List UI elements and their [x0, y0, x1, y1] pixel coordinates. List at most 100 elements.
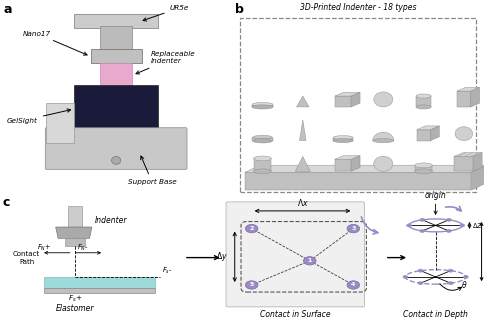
Text: $\Delta Z$: $\Delta Z$: [472, 221, 483, 230]
Bar: [44, 277, 155, 288]
Text: 1: 1: [307, 258, 312, 263]
Bar: [46, 103, 75, 143]
Polygon shape: [454, 153, 482, 156]
Circle shape: [418, 269, 423, 272]
Text: GelSight: GelSight: [7, 109, 71, 124]
Bar: [335, 96, 351, 107]
Bar: [100, 26, 133, 50]
Circle shape: [111, 156, 121, 164]
Text: Contact in Depth: Contact in Depth: [403, 310, 468, 319]
Bar: [68, 206, 82, 227]
Ellipse shape: [416, 105, 431, 109]
Text: 5: 5: [249, 282, 254, 288]
Bar: [416, 96, 431, 107]
Ellipse shape: [333, 138, 353, 143]
Bar: [335, 159, 351, 171]
Polygon shape: [351, 156, 360, 171]
Text: $F_s$-: $F_s$-: [162, 266, 173, 276]
Text: Path: Path: [19, 260, 34, 265]
Text: origin: origin: [425, 191, 446, 200]
Circle shape: [455, 127, 473, 141]
Text: $\Lambda x$: $\Lambda x$: [297, 197, 308, 208]
Text: Nano17: Nano17: [23, 31, 87, 55]
Polygon shape: [373, 132, 394, 141]
Ellipse shape: [415, 169, 432, 174]
Circle shape: [463, 275, 469, 279]
Text: c: c: [2, 196, 10, 209]
Polygon shape: [431, 126, 439, 141]
Polygon shape: [65, 238, 85, 246]
Ellipse shape: [373, 138, 394, 143]
Polygon shape: [295, 156, 310, 171]
Ellipse shape: [416, 94, 431, 98]
Text: b: b: [235, 3, 244, 16]
Circle shape: [460, 224, 465, 227]
Circle shape: [374, 92, 393, 107]
Bar: [270, 137, 272, 141]
Text: 2: 2: [249, 226, 254, 231]
Circle shape: [448, 269, 453, 272]
Text: $\Delta y$: $\Delta y$: [216, 250, 227, 263]
Bar: [44, 288, 155, 293]
Bar: [454, 156, 473, 171]
Ellipse shape: [415, 163, 432, 168]
Bar: [252, 105, 273, 107]
Circle shape: [374, 156, 393, 171]
Text: Contact in Surface: Contact in Surface: [260, 310, 331, 319]
Ellipse shape: [254, 156, 272, 161]
Circle shape: [418, 281, 423, 285]
Ellipse shape: [333, 136, 353, 140]
Text: $F_s$+: $F_s$+: [68, 294, 82, 304]
Ellipse shape: [254, 169, 272, 174]
Bar: [415, 166, 432, 171]
Circle shape: [347, 281, 360, 289]
Ellipse shape: [252, 105, 273, 109]
Text: $F_N$-: $F_N$-: [77, 242, 89, 253]
Circle shape: [347, 224, 360, 233]
Circle shape: [420, 229, 425, 232]
Polygon shape: [300, 120, 306, 141]
Text: Replaceable
Indenter: Replaceable Indenter: [136, 52, 196, 74]
Polygon shape: [471, 87, 480, 107]
Ellipse shape: [253, 138, 272, 143]
Bar: [417, 130, 431, 141]
Polygon shape: [56, 227, 92, 238]
Text: 3: 3: [351, 226, 356, 231]
Text: a: a: [3, 3, 12, 16]
Polygon shape: [335, 156, 360, 159]
Polygon shape: [335, 92, 360, 96]
Text: Support Base: Support Base: [128, 156, 177, 185]
Bar: [333, 137, 353, 141]
Polygon shape: [473, 153, 482, 171]
Bar: [253, 137, 256, 141]
Text: 3D-Printed Indenter - 18 types: 3D-Printed Indenter - 18 types: [300, 3, 416, 12]
Bar: [457, 91, 471, 107]
Text: $F_N$+: $F_N$+: [37, 242, 51, 253]
Circle shape: [407, 224, 411, 227]
Polygon shape: [297, 96, 309, 107]
Bar: [75, 85, 158, 129]
Text: 4: 4: [351, 282, 356, 288]
Text: Indenter: Indenter: [94, 216, 127, 225]
Polygon shape: [471, 165, 484, 190]
FancyBboxPatch shape: [45, 128, 187, 169]
Circle shape: [303, 257, 316, 265]
Bar: [75, 14, 158, 28]
FancyBboxPatch shape: [240, 18, 476, 192]
Text: Contact: Contact: [13, 251, 40, 257]
Bar: [254, 158, 272, 171]
Bar: [245, 172, 471, 190]
Circle shape: [245, 224, 258, 233]
Circle shape: [446, 229, 451, 232]
Circle shape: [403, 275, 408, 279]
Circle shape: [448, 281, 453, 285]
Circle shape: [446, 218, 451, 222]
Polygon shape: [245, 165, 484, 172]
Circle shape: [420, 218, 425, 222]
Polygon shape: [351, 92, 360, 107]
Circle shape: [245, 281, 258, 289]
Text: UR5e: UR5e: [143, 5, 189, 21]
Text: Elastomer: Elastomer: [56, 304, 94, 313]
Polygon shape: [457, 87, 480, 91]
Bar: [100, 63, 133, 85]
